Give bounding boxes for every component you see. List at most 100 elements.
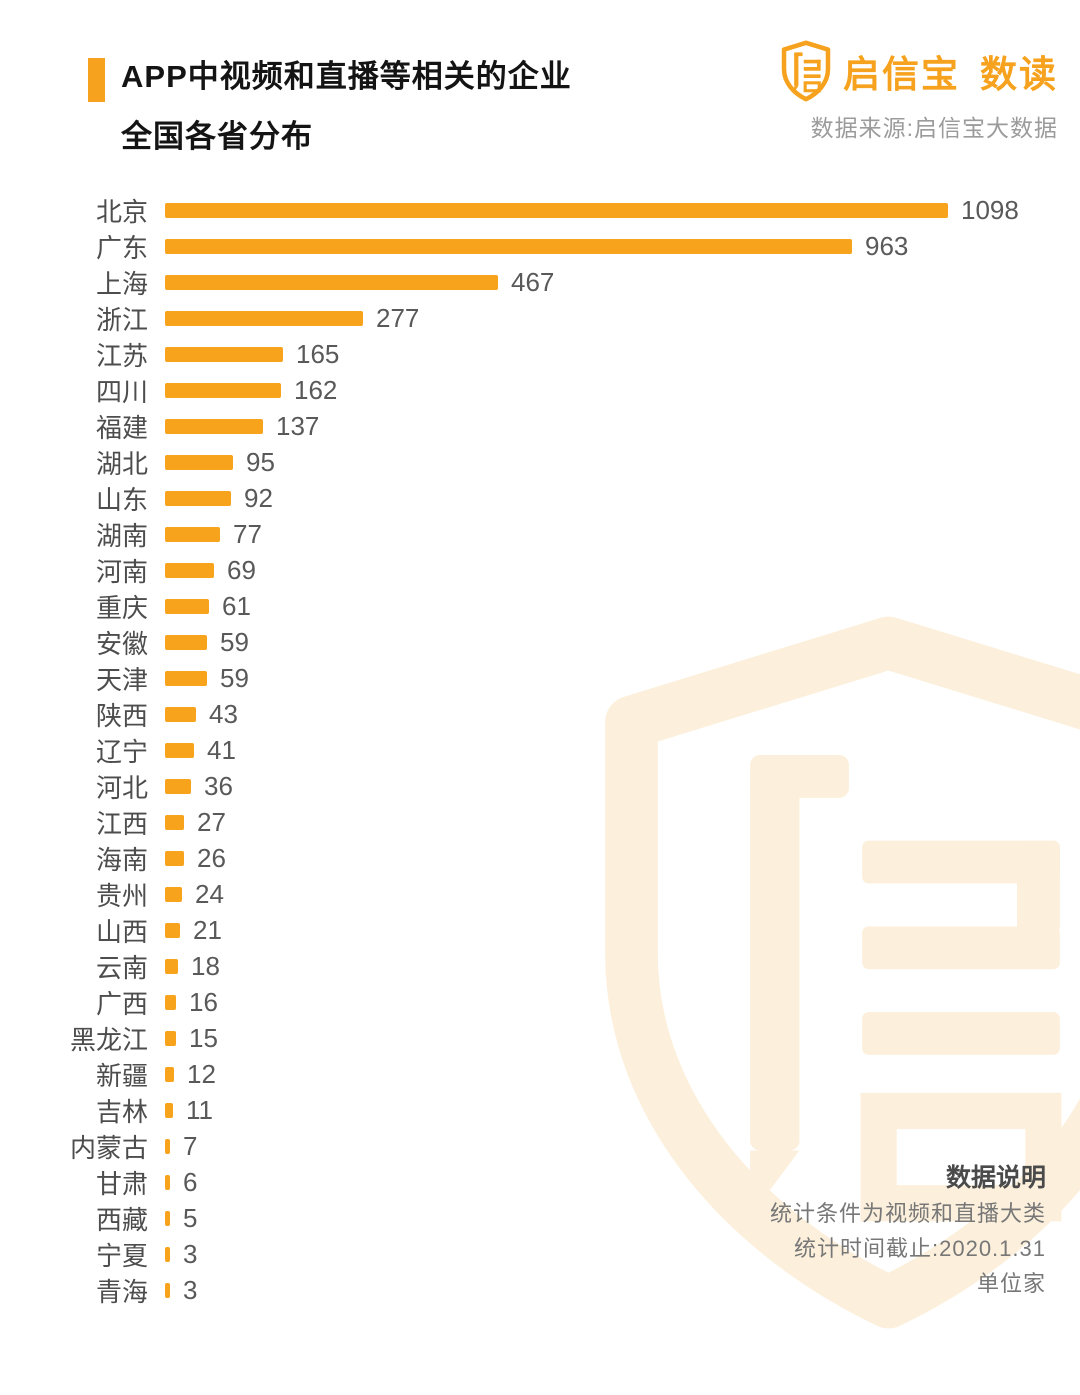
value-label: 467 [511,266,555,297]
value-label: 26 [197,842,226,873]
value-label: 5 [183,1202,198,1233]
bar [165,1210,170,1226]
province-label: 广东 [95,232,148,263]
province-label: 河南 [95,556,148,587]
qixinbao-watermark-logo [605,616,1080,1329]
value-label: 165 [296,338,340,369]
brand-suffix: 数读 [980,54,1058,95]
bar [165,634,207,650]
bar [165,1282,170,1298]
value-label: 3 [183,1238,198,1269]
value-label: 18 [191,950,220,981]
value-label: 61 [222,590,251,621]
value-label: 15 [189,1022,218,1053]
province-label: 湖南 [95,520,148,551]
chart-row: 天津 59 [0,660,1080,696]
value-label: 963 [865,230,909,261]
value-label: 11 [186,1094,213,1125]
value-label: 36 [204,770,233,801]
bar [165,346,283,362]
chart-row: 甘肃 6 [0,1164,1080,1200]
value-label: 16 [189,986,218,1017]
chart-row: 江西 27 [0,804,1080,840]
bar [165,886,182,902]
province-label: 辽宁 [95,736,148,767]
page-title-line1: APP中视频和直播等相关的企业 [121,59,572,94]
bar [165,670,207,686]
bar [165,1174,170,1190]
bar [165,274,498,290]
province-label: 云南 [95,952,148,983]
notes-title: 数据说明 [945,1164,1046,1192]
province-label: 新疆 [95,1060,148,1091]
chart-row: 北京 1098 [0,192,1080,228]
value-label: 24 [195,878,224,909]
value-label: 77 [233,518,262,549]
province-label: 甘肃 [95,1168,148,1199]
chart-row: 福建 137 [0,408,1080,444]
province-label: 江苏 [95,340,148,371]
qixinbao-shield-icon [781,40,831,102]
chart-row: 江苏 165 [0,336,1080,372]
province-label: 福建 [95,412,148,443]
bar [165,454,233,470]
value-label: 3 [183,1274,198,1305]
chart-row: 湖南 77 [0,516,1080,552]
bar [165,202,948,218]
value-label: 92 [244,482,273,513]
province-label: 天津 [95,664,148,695]
chart-row: 广西 16 [0,984,1080,1020]
chart-row: 上海 467 [0,264,1080,300]
chart-row: 海南 26 [0,840,1080,876]
province-label: 山西 [95,916,148,947]
page-title-line2: 全国各省分布 [121,119,313,154]
value-label: 41 [207,734,236,765]
value-label: 7 [183,1130,198,1161]
bar [165,1030,176,1046]
bar [165,922,180,938]
bar [165,238,852,254]
chart-row: 陕西 43 [0,696,1080,732]
value-label: 69 [227,554,256,585]
bar [165,490,231,506]
value-label: 21 [193,914,222,945]
chart-row: 西藏 5 [0,1200,1080,1236]
value-label: 95 [246,446,275,477]
title-accent-bar [88,58,105,102]
bar [165,850,184,866]
value-label: 43 [209,698,238,729]
chart-row: 安徽 59 [0,624,1080,660]
chart-row: 浙江 277 [0,300,1080,336]
page-title: APP中视频和直播等相关的企业 全国各省分布 [121,47,572,167]
chart-row: 黑龙江 15 [0,1020,1080,1056]
bar [165,382,281,398]
bar [165,418,263,434]
province-label: 吉林 [95,1096,148,1127]
value-label: 162 [294,374,338,405]
value-label: 277 [376,302,420,333]
value-label: 1098 [961,194,1019,225]
brand-block: 启信宝 数读 数据来源:启信宝大数据 [777,40,1058,143]
chart-row: 河南 69 [0,552,1080,588]
chart-row: 新疆 12 [0,1056,1080,1092]
chart-row: 河北 36 [0,768,1080,804]
bar [165,994,176,1010]
province-label: 贵州 [95,880,148,911]
chart-row: 山西 21 [0,912,1080,948]
brand-name: 启信宝 [843,54,960,95]
value-label: 12 [187,1058,216,1089]
bar [165,1102,173,1118]
province-label: 陕西 [95,700,148,731]
notes-line-3: 单位家 [976,1271,1046,1296]
bar [165,310,363,326]
chart-row: 云南 18 [0,948,1080,984]
chart-row: 内蒙古 7 [0,1128,1080,1164]
province-label: 浙江 [95,304,148,335]
chart-row: 湖北 95 [0,444,1080,480]
province-label: 安徽 [95,628,148,659]
province-label: 青海 [95,1276,148,1307]
value-label: 6 [183,1166,198,1197]
chart-row: 青海 3 [0,1272,1080,1308]
chart-row: 贵州 24 [0,876,1080,912]
